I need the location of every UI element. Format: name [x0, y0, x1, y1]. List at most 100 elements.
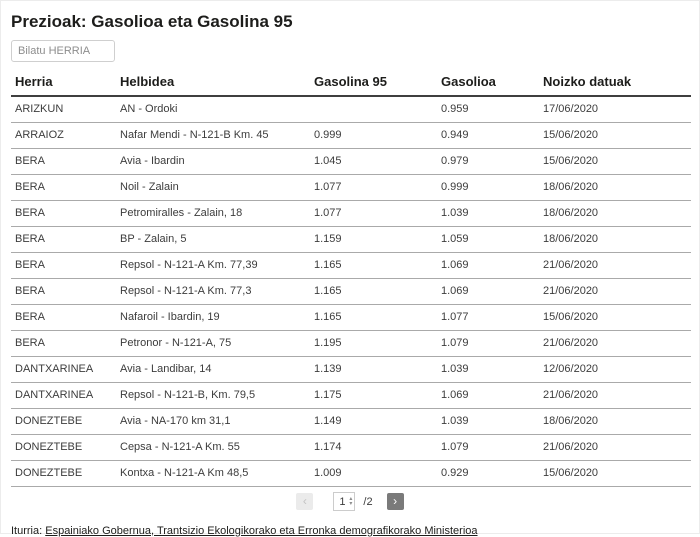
page-title: Prezioak: Gasolioa eta Gasolina 95	[11, 12, 293, 31]
table-cell-helbidea: Noil - Zalain	[116, 174, 310, 201]
table-cell-noizko-datuak: 18/06/2020	[539, 174, 691, 201]
table-row: BERA Petromiralles - Zalain, 18 1.077 1.039…	[11, 200, 691, 227]
previous-page-button[interactable]: ‹	[296, 493, 314, 510]
source-link[interactable]: Espainiako Gobernua, Trantsizio Ekologik…	[45, 524, 478, 537]
table-cell-helbidea: Avia - Landibar, 14	[116, 356, 310, 383]
table-cell-herria: DONEZTEBE	[11, 434, 116, 461]
table-cell-helbidea: Petronor - N-121-A, 75	[116, 330, 310, 357]
table-cell-noizko-datuak: 21/06/2020	[539, 252, 691, 279]
table-cell-gasolina95: 1.165	[310, 278, 437, 305]
table-cell-noizko-datuak: 17/06/2020	[539, 96, 691, 123]
column-header-herria: Herria	[11, 70, 116, 97]
table-cell-gasolioa: 1.039	[437, 356, 539, 383]
table-cell-noizko-datuak: 21/06/2020	[539, 330, 691, 357]
table-cell-gasolina95: 1.175	[310, 382, 437, 409]
table-cell-helbidea: Repsol - N-121-B, Km. 79,5	[116, 382, 310, 409]
table-cell-helbidea: Repsol - N-121-A Km. 77,39	[116, 252, 310, 279]
source-line: Iturria: Espainiako Gobernua, Trantsizio…	[11, 525, 689, 537]
table-cell-gasolina95: 1.174	[310, 434, 437, 461]
table-cell-gasolioa: 0.949	[437, 122, 539, 149]
table-row: BERA BP - Zalain, 5 1.159 1.059 18/06/2020	[11, 226, 691, 253]
table-cell-noizko-datuak: 18/06/2020	[539, 226, 691, 253]
table-row: DANTXARINEA Repsol - N-121-B, Km. 79,5 1.1…	[11, 382, 691, 409]
table-cell-herria: DANTXARINEA	[11, 382, 116, 409]
table-cell-herria: BERA	[11, 278, 116, 305]
table-cell-helbidea: Kontxa - N-121-A Km 48,5	[116, 460, 310, 487]
table-cell-gasolioa: 0.999	[437, 174, 539, 201]
column-header-helbidea: Helbidea	[116, 70, 310, 97]
page-number-field: ▴ ▾	[333, 492, 356, 511]
table-cell-helbidea: Avia - NA-170 km 31,1	[116, 408, 310, 435]
table-cell-helbidea: BP - Zalain, 5	[116, 226, 310, 253]
table-cell-gasolioa: 0.929	[437, 460, 539, 487]
table-body: ARIZKUN AN - Ordoki 0.959 17/06/2020 ARRAIOZ…	[11, 96, 691, 487]
search-input[interactable]	[11, 40, 115, 62]
table-cell-gasolioa: 1.069	[437, 382, 539, 409]
page-number-stepper[interactable]: ▴ ▾	[349, 495, 353, 507]
table-cell-gasolina95	[310, 96, 437, 123]
table-cell-helbidea: Petromiralles - Zalain, 18	[116, 200, 310, 227]
pagination: ‹ ▴ ▾ /2 ›	[11, 492, 689, 512]
table-cell-herria: BERA	[11, 304, 116, 331]
table-cell-herria: BERA	[11, 226, 116, 253]
table-cell-herria: BERA	[11, 252, 116, 279]
table-row: DANTXARINEA Avia - Landibar, 14 1.139 1.039…	[11, 356, 691, 383]
table-cell-gasolioa: 1.079	[437, 434, 539, 461]
table-cell-gasolina95: 1.165	[310, 252, 437, 279]
chevron-right-icon: ›	[393, 494, 398, 508]
table-cell-helbidea: Nafar Mendi - N-121-B Km. 45	[116, 122, 310, 149]
table-cell-gasolioa: 1.039	[437, 408, 539, 435]
table-row: ARRAIOZ Nafar Mendi - N-121-B Km. 45 0.999…	[11, 122, 691, 149]
table-cell-gasolioa: 1.069	[437, 252, 539, 279]
table-cell-helbidea: Nafaroil - Ibardin, 19	[116, 304, 310, 331]
table-cell-helbidea: Repsol - N-121-A Km. 77,3	[116, 278, 310, 305]
table-cell-herria: BERA	[11, 148, 116, 175]
table-cell-noizko-datuak: 18/06/2020	[539, 200, 691, 227]
table-cell-gasolina95: 1.045	[310, 148, 437, 175]
table-cell-noizko-datuak: 21/06/2020	[539, 278, 691, 305]
table-cell-herria: DANTXARINEA	[11, 356, 116, 383]
table-row: BERA Repsol - N-121-A Km. 77,3 1.165 1.069 2…	[11, 278, 691, 305]
table-row: DONEZTEBE Avia - NA-170 km 31,1 1.149 1.039…	[11, 408, 691, 435]
spinner-down-icon[interactable]: ▾	[349, 500, 353, 507]
table-cell-gasolioa: 0.959	[437, 96, 539, 123]
table-row: BERA Avia - Ibardin 1.045 0.979 15/06/2020	[11, 148, 691, 175]
table-cell-noizko-datuak: 21/06/2020	[539, 382, 691, 409]
table-cell-helbidea: Avia - Ibardin	[116, 148, 310, 175]
table-cell-herria: DONEZTEBE	[11, 408, 116, 435]
table-cell-noizko-datuak: 15/06/2020	[539, 304, 691, 331]
table-cell-herria: BERA	[11, 174, 116, 201]
table-cell-noizko-datuak: 15/06/2020	[539, 460, 691, 487]
table-cell-herria: ARIZKUN	[11, 96, 116, 123]
table-cell-gasolioa: 1.059	[437, 226, 539, 253]
table-cell-gasolioa: 0.979	[437, 148, 539, 175]
table-cell-gasolioa: 1.069	[437, 278, 539, 305]
table-cell-helbidea: Cepsa - N-121-A Km. 55	[116, 434, 310, 461]
next-page-button[interactable]: ›	[386, 493, 404, 510]
table-row: DONEZTEBE Kontxa - N-121-A Km 48,5 1.009 0.…	[11, 460, 691, 487]
table-cell-gasolioa: 1.039	[437, 200, 539, 227]
chevron-left-icon: ‹	[302, 494, 307, 508]
table-cell-noizko-datuak: 15/06/2020	[539, 148, 691, 175]
column-header-gasolina95: Gasolina 95	[310, 70, 437, 97]
page-number-input[interactable]	[339, 495, 350, 508]
table-cell-gasolioa: 1.077	[437, 304, 539, 331]
table-cell-gasolina95: 1.077	[310, 174, 437, 201]
table-cell-gasolina95: 1.077	[310, 200, 437, 227]
table-header-row: Herria Helbidea Gasolina 95 Gasolioa Noi…	[11, 70, 691, 97]
column-header-gasolioa: Gasolioa	[437, 70, 539, 97]
table-cell-herria: BERA	[11, 330, 116, 357]
table-cell-noizko-datuak: 12/06/2020	[539, 356, 691, 383]
table-cell-gasolina95: 1.195	[310, 330, 437, 357]
source-label: Iturria:	[11, 524, 46, 537]
table-cell-gasolina95: 1.165	[310, 304, 437, 331]
table-cell-gasolina95: 1.139	[310, 356, 437, 383]
table-cell-gasolina95: 1.009	[310, 460, 437, 487]
table-cell-gasolina95: 1.159	[310, 226, 437, 253]
table-row: ARIZKUN AN - Ordoki 0.959 17/06/2020	[11, 96, 691, 123]
table-cell-noizko-datuak: 21/06/2020	[539, 434, 691, 461]
table-cell-gasolioa: 1.079	[437, 330, 539, 357]
table-cell-noizko-datuak: 18/06/2020	[539, 408, 691, 435]
spinner-up-icon[interactable]: ▴	[349, 495, 353, 502]
prices-table: Herria Helbidea Gasolina 95 Gasolioa Noi…	[11, 70, 691, 487]
